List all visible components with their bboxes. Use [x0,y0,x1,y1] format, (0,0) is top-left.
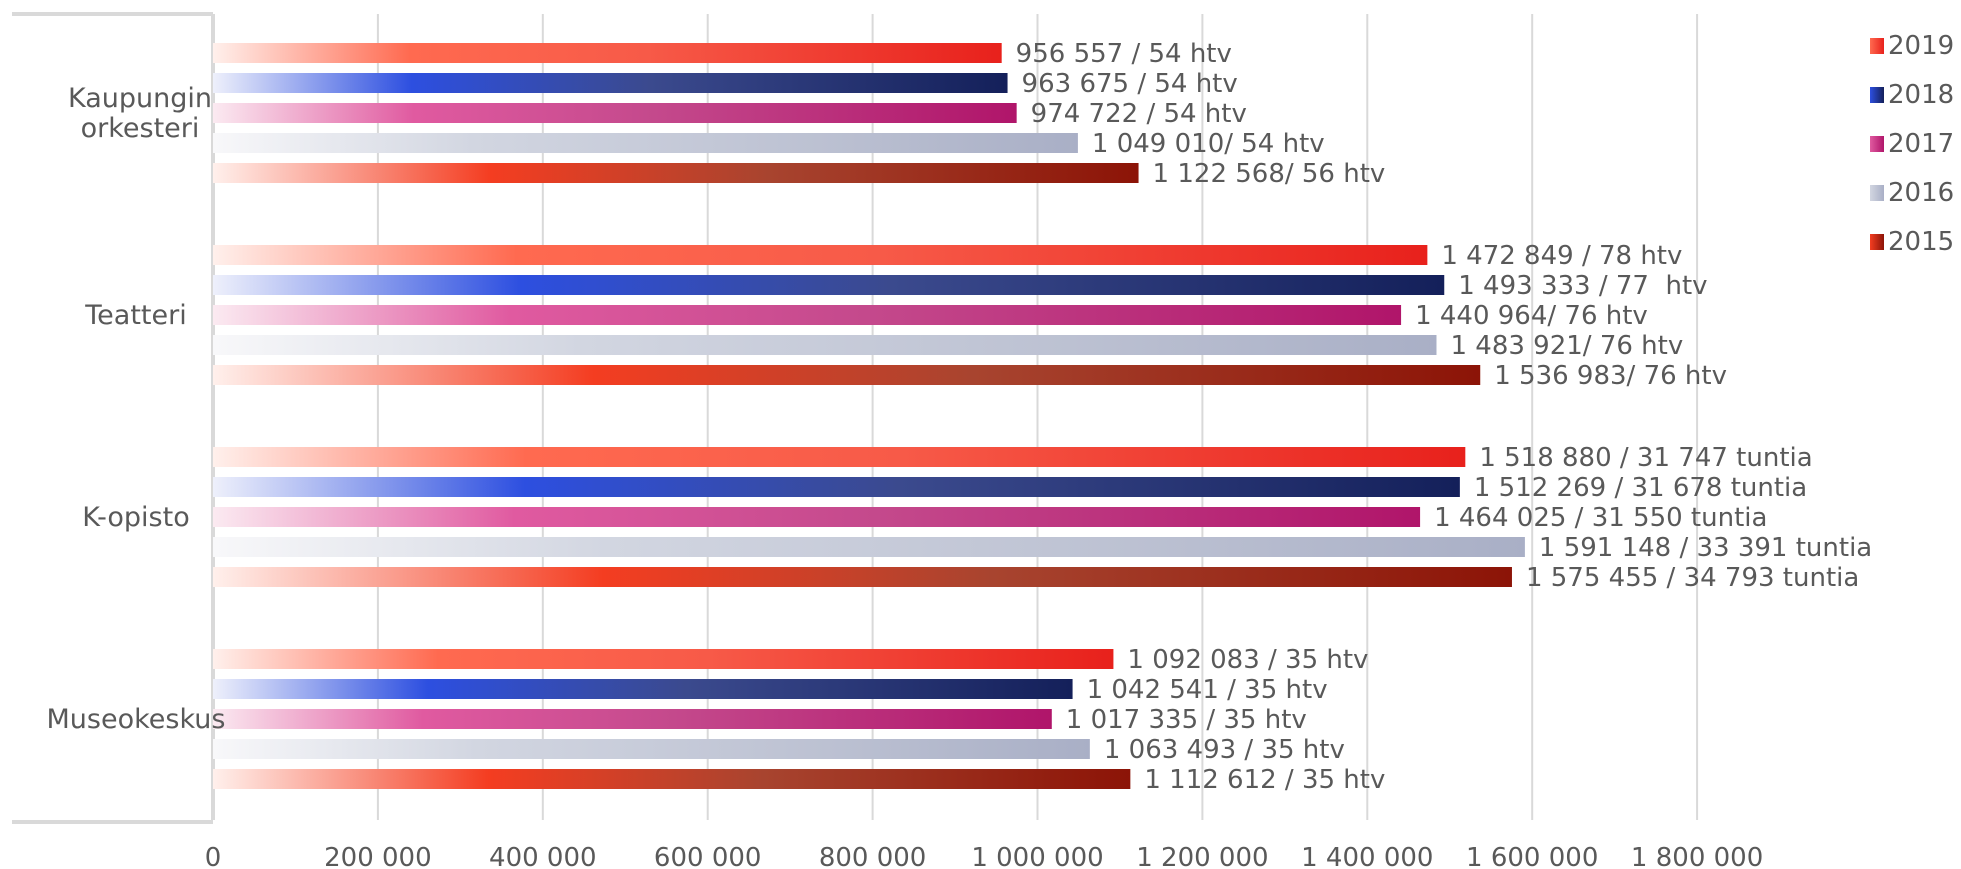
bar-2019 [213,245,1428,265]
bar-2015 [213,163,1139,183]
data-label: 956 557 / 54 htv [1016,39,1232,69]
data-label: 1 440 964/ 76 htv [1415,301,1648,331]
data-label: 1 092 083 / 35 htv [1127,645,1368,675]
category-label: K-opisto [82,502,189,533]
x-tick-label: 200 000 [324,843,432,869]
legend-label: 2017 [1888,129,1954,159]
data-label: 974 722 / 54 htv [1031,99,1247,129]
bar-2019 [213,447,1466,467]
data-label: 1 122 568/ 56 htv [1153,159,1386,189]
category-labels: Kaupungin orkesteri Teatteri K-opisto Museok… [47,83,226,735]
legend-swatch [1870,87,1884,103]
legend-item-2017[interactable]: 2017 [1870,129,1954,159]
bar-2017 [213,507,1421,527]
category-label: Teatteri [84,300,186,331]
bar-2018 [213,275,1445,295]
data-label: 1 591 148 / 33 391 tuntia [1539,533,1872,563]
data-label: 1 472 849 / 78 htv [1441,241,1682,271]
legend-swatch [1870,38,1884,54]
x-tick-label: 600 000 [654,843,762,869]
bar-2016 [213,537,1525,557]
data-label: 1 536 983/ 76 htv [1494,361,1727,391]
x-tick-label: 800 000 [819,843,927,869]
x-tick-label: 1 800 000 [1631,843,1763,869]
bar-2017 [213,103,1017,123]
bar-2017 [213,305,1402,325]
category-label: Museokeskus [47,704,226,735]
bar-2018 [213,477,1460,497]
data-label: 1 518 880 / 31 747 tuntia [1479,443,1812,473]
bar-2015 [213,567,1512,587]
data-label: 1 042 541 / 35 htv [1087,675,1328,705]
bar-2016 [213,133,1078,153]
bar-2019 [213,43,1002,63]
x-tick-label: 0 [205,843,222,869]
bars [213,43,1525,789]
data-label: 1 063 493 / 35 htv [1104,735,1345,765]
bar-2016 [213,739,1090,759]
legend-label: 2018 [1888,80,1954,110]
data-label: 963 675 / 54 htv [1022,69,1238,99]
legend-item-2019[interactable]: 2019 [1870,31,1954,61]
legend-label: 2015 [1888,227,1954,257]
data-label: 1 512 269 / 31 678 tuntia [1474,473,1807,503]
data-label: 1 049 010/ 54 htv [1092,129,1325,159]
x-tick-label: 1 000 000 [971,843,1103,869]
x-tick-label: 1 600 000 [1466,843,1598,869]
legend-item-2015[interactable]: 2015 [1870,227,1954,257]
data-label: 1 017 335 / 35 htv [1066,705,1307,735]
data-label: 1 483 921/ 76 htv [1450,331,1683,361]
x-tick-label: 1 400 000 [1301,843,1433,869]
bar-2018 [213,679,1073,699]
category-label: Kaupungin orkesteri [68,83,212,144]
bar-2016 [213,335,1437,355]
legend-label: 2019 [1888,31,1954,61]
bar-2015 [213,769,1131,789]
data-label: 1 575 455 / 34 793 tuntia [1526,563,1859,593]
data-label: 1 112 612 / 35 htv [1144,765,1385,795]
data-label: 1 464 025 / 31 550 tuntia [1434,503,1767,533]
bar-2018 [213,73,1008,93]
legend-item-2016[interactable]: 2016 [1870,178,1954,208]
legend-label: 2016 [1888,178,1954,208]
legend-item-2018[interactable]: 2018 [1870,80,1954,110]
x-axis-tick-labels: 0 200 000 400 000 600 000 800 000 1 000 000 1 … [205,843,1764,869]
x-tick-label: 400 000 [489,843,597,869]
legend-swatch [1870,185,1884,201]
data-label: 1 493 333 / 77 htv [1458,271,1707,301]
legend-swatch [1870,136,1884,152]
legend-swatch [1870,234,1884,250]
x-tick-label: 1 200 000 [1136,843,1268,869]
bar-2019 [213,649,1114,669]
legend[interactable]: 2019 2018 2017 2016 2015 [1870,31,1954,257]
bar-2017 [213,709,1052,729]
bar-2015 [213,365,1481,385]
